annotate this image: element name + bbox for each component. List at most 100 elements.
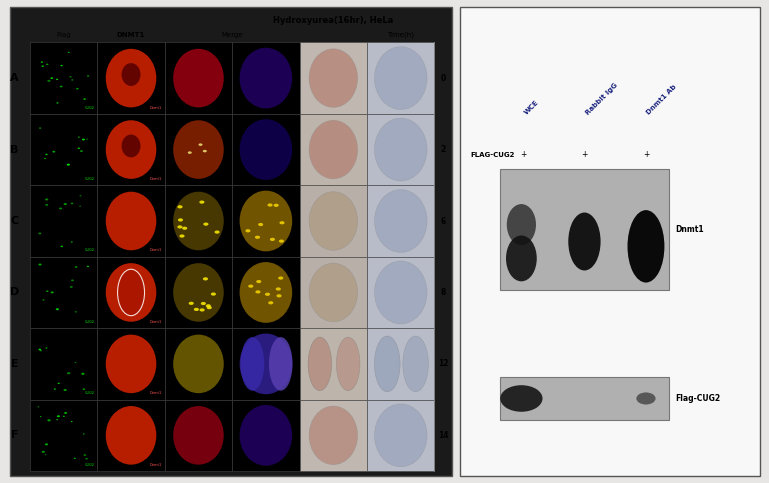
Bar — [30, 43, 98, 114]
Ellipse shape — [375, 404, 427, 467]
Bar — [500, 377, 669, 420]
Ellipse shape — [506, 235, 537, 281]
Ellipse shape — [106, 49, 156, 107]
Bar — [30, 328, 98, 399]
Ellipse shape — [240, 119, 292, 180]
Circle shape — [179, 234, 185, 238]
Ellipse shape — [269, 337, 292, 391]
Text: DNMT1: DNMT1 — [117, 32, 145, 38]
Bar — [367, 114, 434, 185]
Circle shape — [60, 65, 63, 66]
Text: Dnmt1: Dnmt1 — [150, 463, 162, 467]
Ellipse shape — [336, 337, 360, 391]
Circle shape — [276, 294, 281, 298]
Circle shape — [268, 203, 272, 207]
Text: WCE: WCE — [523, 99, 540, 116]
Circle shape — [70, 286, 73, 288]
Circle shape — [188, 302, 194, 305]
Text: CUG2: CUG2 — [85, 106, 95, 110]
Circle shape — [194, 308, 199, 311]
Ellipse shape — [122, 63, 141, 86]
Circle shape — [60, 85, 62, 87]
Ellipse shape — [309, 120, 358, 179]
Ellipse shape — [173, 406, 224, 465]
Circle shape — [72, 79, 73, 81]
Ellipse shape — [568, 213, 601, 270]
Ellipse shape — [106, 335, 156, 393]
Bar — [165, 43, 232, 114]
Text: A: A — [10, 73, 18, 83]
Circle shape — [84, 454, 86, 456]
Text: CUG2: CUG2 — [85, 248, 95, 253]
Circle shape — [255, 236, 260, 239]
Ellipse shape — [375, 189, 427, 253]
Bar — [367, 399, 434, 471]
Text: CUG2: CUG2 — [85, 177, 95, 181]
Bar — [367, 257, 434, 328]
Circle shape — [63, 416, 65, 417]
Bar — [232, 43, 300, 114]
Ellipse shape — [122, 135, 141, 157]
Circle shape — [86, 139, 88, 140]
Ellipse shape — [636, 392, 655, 405]
Circle shape — [270, 238, 275, 241]
Text: Merge: Merge — [221, 32, 243, 38]
Circle shape — [248, 284, 253, 288]
Text: Flag-CUG2: Flag-CUG2 — [675, 394, 721, 403]
Circle shape — [201, 302, 206, 305]
Circle shape — [82, 139, 85, 141]
Circle shape — [279, 221, 285, 225]
Circle shape — [38, 349, 41, 350]
Text: 8: 8 — [441, 288, 446, 297]
Bar — [232, 114, 300, 185]
Circle shape — [68, 52, 70, 53]
Ellipse shape — [173, 120, 224, 179]
Text: Time(h): Time(h) — [388, 31, 414, 38]
Ellipse shape — [106, 406, 156, 465]
Circle shape — [203, 277, 208, 281]
Circle shape — [75, 362, 76, 363]
Circle shape — [67, 372, 70, 374]
Text: Dnmt1: Dnmt1 — [150, 391, 162, 395]
Ellipse shape — [375, 118, 427, 181]
Circle shape — [211, 293, 216, 296]
Circle shape — [80, 150, 83, 152]
Circle shape — [79, 195, 82, 196]
Circle shape — [178, 218, 183, 222]
Text: 6: 6 — [441, 216, 446, 226]
Text: Dnmt1: Dnmt1 — [675, 225, 704, 234]
Bar — [460, 7, 760, 476]
Circle shape — [188, 151, 191, 154]
Circle shape — [45, 443, 48, 445]
Circle shape — [82, 388, 85, 390]
Ellipse shape — [375, 336, 400, 392]
Circle shape — [48, 80, 51, 82]
Circle shape — [58, 383, 60, 384]
Circle shape — [41, 61, 43, 63]
Circle shape — [56, 79, 58, 80]
Ellipse shape — [173, 49, 224, 107]
Circle shape — [48, 419, 51, 421]
Ellipse shape — [309, 406, 358, 465]
Circle shape — [42, 65, 44, 67]
Bar — [300, 257, 367, 328]
Circle shape — [199, 200, 205, 204]
Bar — [300, 328, 367, 399]
Circle shape — [42, 451, 45, 453]
Ellipse shape — [240, 262, 292, 323]
Bar — [30, 257, 98, 328]
Circle shape — [45, 199, 48, 200]
Text: +: + — [581, 150, 588, 159]
Text: 0: 0 — [441, 73, 446, 83]
Circle shape — [74, 458, 76, 459]
Ellipse shape — [173, 335, 224, 393]
Bar — [98, 114, 165, 185]
Circle shape — [39, 128, 41, 129]
Bar — [232, 399, 300, 471]
Text: F: F — [11, 430, 18, 440]
Circle shape — [56, 102, 58, 103]
Circle shape — [71, 202, 73, 204]
Text: 2: 2 — [441, 145, 446, 154]
Text: CUG2: CUG2 — [85, 463, 95, 467]
Circle shape — [203, 223, 208, 226]
